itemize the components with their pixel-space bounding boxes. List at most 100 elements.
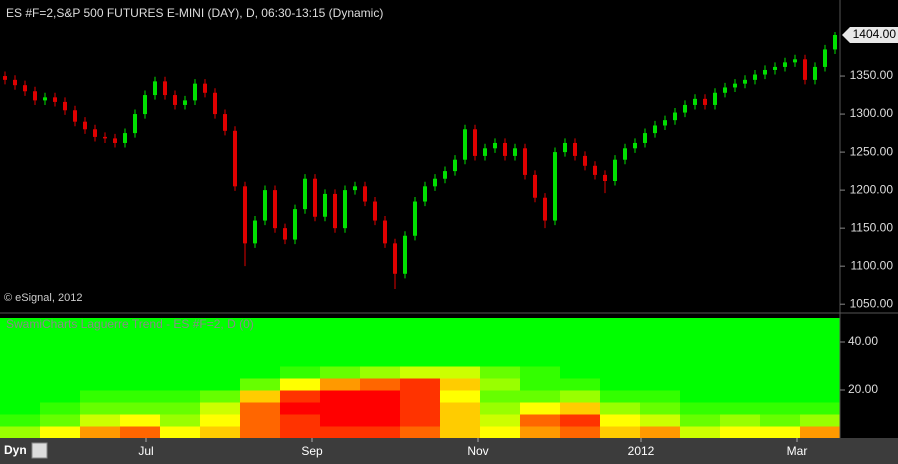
- heat-cell: [320, 390, 361, 403]
- candle-body: [643, 133, 647, 143]
- candle-body: [813, 66, 817, 80]
- candle-body: [773, 66, 777, 70]
- heat-cell: [760, 354, 801, 367]
- heat-cell: [40, 426, 81, 439]
- heat-cell: [80, 402, 121, 415]
- heat-cell: [80, 366, 121, 379]
- heat-cell: [160, 426, 201, 439]
- heat-cell: [480, 414, 521, 427]
- heat-cell: [200, 390, 241, 403]
- heat-cell: [560, 378, 601, 391]
- price-marker-label: 1404.00: [853, 27, 897, 41]
- candle-body: [453, 159, 457, 172]
- candle-body: [353, 186, 357, 191]
- candle-body: [823, 49, 827, 67]
- heat-cell: [640, 390, 681, 403]
- heat-cell: [80, 426, 121, 439]
- heat-cell: [720, 426, 761, 439]
- candle-body: [53, 97, 57, 102]
- heat-cell: [400, 342, 441, 355]
- heat-cell: [680, 330, 721, 343]
- candle-body: [163, 81, 167, 96]
- heat-cell: [320, 342, 361, 355]
- heat-cell: [0, 378, 41, 391]
- candle-body: [733, 83, 737, 88]
- heat-cell: [80, 342, 121, 355]
- candle-body: [143, 95, 147, 115]
- candle-body: [703, 98, 707, 105]
- heat-cell: [680, 414, 721, 427]
- heat-cell: [800, 318, 841, 331]
- heat-cell: [80, 330, 121, 343]
- heat-cell: [400, 402, 441, 415]
- candle-body: [43, 97, 47, 101]
- heat-cell: [520, 366, 561, 379]
- heat-cell: [120, 318, 161, 331]
- heat-cell: [440, 330, 481, 343]
- heat-cell: [0, 426, 41, 439]
- heat-cell: [280, 366, 321, 379]
- candle-body: [243, 186, 247, 244]
- heat-cell: [720, 330, 761, 343]
- candle-body: [513, 148, 517, 156]
- heat-cell: [120, 366, 161, 379]
- heat-cell: [0, 318, 41, 331]
- candle-body: [623, 148, 627, 160]
- candle-body: [273, 190, 277, 229]
- heat-cell: [600, 426, 641, 439]
- heat-cell: [440, 342, 481, 355]
- candle-body: [753, 74, 757, 80]
- heat-cell: [200, 330, 241, 343]
- heat-cell: [240, 414, 281, 427]
- candle-body: [403, 235, 407, 274]
- heat-cell: [320, 318, 361, 331]
- heat-cell: [520, 354, 561, 367]
- candle-body: [123, 133, 127, 143]
- heat-cell: [320, 354, 361, 367]
- heat-cell: [280, 426, 321, 439]
- heat-cell: [680, 402, 721, 415]
- heat-cell: [800, 390, 841, 403]
- candle-body: [183, 100, 187, 105]
- heat-cell: [480, 330, 521, 343]
- heat-cell: [640, 402, 681, 415]
- heat-cell: [560, 342, 601, 355]
- heat-cell: [40, 378, 81, 391]
- candle-body: [483, 148, 487, 156]
- candle-body: [73, 110, 77, 122]
- heat-cell: [440, 402, 481, 415]
- candle-body: [313, 178, 317, 217]
- candle-body: [383, 220, 387, 244]
- candle-body: [803, 59, 807, 80]
- heat-cell: [560, 318, 601, 331]
- heat-cell: [240, 402, 281, 415]
- candle-body: [13, 79, 17, 86]
- candle-body: [93, 129, 97, 137]
- heat-cell: [720, 378, 761, 391]
- candle-body: [283, 228, 287, 240]
- heat-cell: [360, 318, 401, 331]
- heat-cell: [520, 330, 561, 343]
- heat-cell: [80, 318, 121, 331]
- heat-cell: [480, 390, 521, 403]
- heat-cell: [680, 366, 721, 379]
- heat-cell: [320, 402, 361, 415]
- heat-cell: [360, 426, 401, 439]
- heat-cell: [440, 390, 481, 403]
- heat-cell: [640, 414, 681, 427]
- heat-cell: [680, 354, 721, 367]
- heat-cell: [800, 414, 841, 427]
- candle-body: [713, 92, 717, 105]
- candle-body: [303, 178, 307, 210]
- heat-cell: [200, 402, 241, 415]
- candle-body: [693, 98, 697, 105]
- heat-cell: [200, 366, 241, 379]
- mode-label[interactable]: Dyn: [4, 443, 27, 457]
- heat-cell: [640, 342, 681, 355]
- heat-cell: [720, 354, 761, 367]
- mode-icon[interactable]: [31, 442, 48, 459]
- heat-cell: [640, 426, 681, 439]
- candle-body: [193, 83, 197, 101]
- chart-title: ES #F=2,S&P 500 FUTURES E-MINI (DAY), D,…: [6, 6, 383, 20]
